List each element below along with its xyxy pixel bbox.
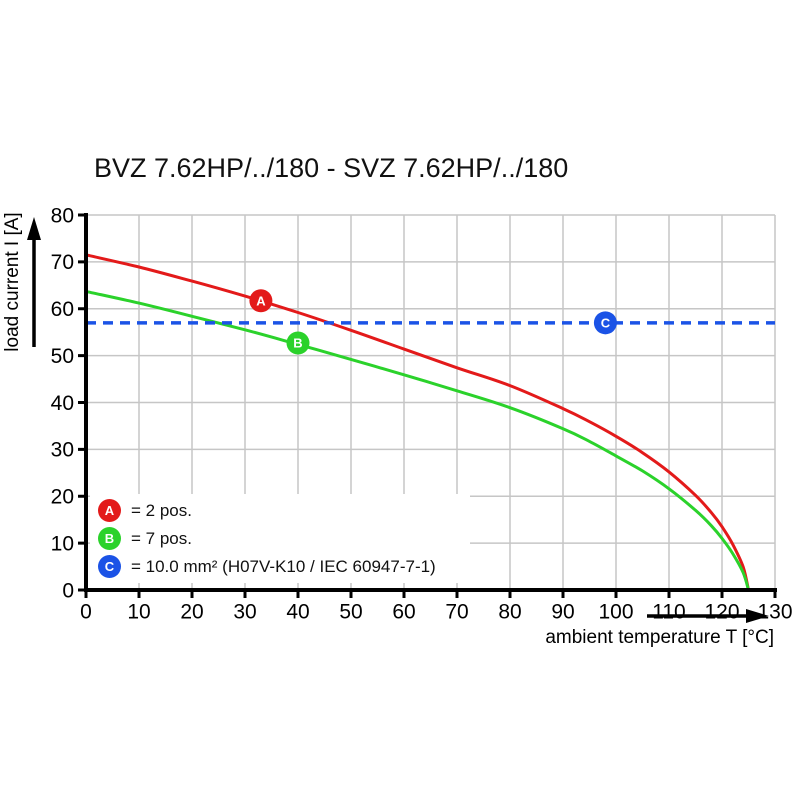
legend-dot-B: B [98, 527, 121, 550]
curve-B [85, 289, 750, 591]
x-tick-label: 20 [180, 600, 203, 623]
legend-label-A: = 2 pos. [131, 500, 192, 520]
x-tick-label: 130 [757, 600, 792, 623]
marker-letter-B: B [293, 336, 302, 351]
y-tick-label: 0 [62, 579, 74, 602]
curve-A [85, 253, 750, 591]
x-tick-label: 60 [392, 600, 415, 623]
marker-B: B [286, 331, 310, 355]
x-tick-label: 40 [286, 600, 309, 623]
marker-circle-A [249, 289, 273, 313]
y-tick-label: 50 [51, 345, 74, 368]
y-tick-label: 60 [51, 298, 74, 321]
legend-item-C: C = 10.0 mm² (H07V-K10 / IEC 60947-7-1) [98, 555, 470, 578]
marker-letter-C: C [601, 315, 611, 330]
marker-A: A [249, 289, 273, 313]
legend-item-A: A = 2 pos. [98, 499, 470, 522]
marker-circle-B [286, 331, 310, 355]
x-tick-label: 110 [652, 600, 685, 623]
axes [78, 213, 777, 598]
x-axis-label: ambient temperature T [°C] [545, 627, 774, 648]
y-tick-label: 40 [51, 392, 74, 415]
marker-C: C [593, 311, 617, 335]
y-tick-label: 30 [51, 439, 74, 462]
x-tick-label: 0 [80, 600, 92, 623]
x-tick-label: 10 [127, 600, 150, 623]
x-tick-label: 90 [551, 600, 574, 623]
y-axis-arrow-icon [27, 217, 41, 347]
marker-letter-A: A [256, 293, 266, 308]
legend-dot-C: C [98, 555, 121, 578]
legend-label-C: = 10.0 mm² (H07V-K10 / IEC 60947-7-1) [131, 556, 436, 576]
legend-item-B: B = 7 pos. [98, 527, 470, 550]
x-tick-label: 70 [445, 600, 468, 623]
y-tick-label: 20 [51, 486, 74, 509]
y-axis-label: load current I [A] [2, 212, 23, 351]
chart-legend: A = 2 pos. B = 7 pos. C = 10.0 mm² (H07V-K10 … [90, 494, 470, 583]
legend-label-B: = 7 pos. [131, 528, 192, 548]
marker-circle-C [593, 311, 617, 335]
chart-title: BVZ 7.62HP/../180 - SVZ 7.62HP/../180 [94, 153, 569, 183]
x-axis-arrow-icon [647, 609, 769, 623]
y-tick-label: 80 [51, 204, 74, 227]
y-tick-label: 70 [51, 251, 74, 274]
data-curves [85, 253, 775, 591]
tick-labels: 0 10 20 30 40 50 60 70 80 90 100 110 120 130 0 10 20 30 40… [51, 204, 793, 623]
curve-markers: A B C [249, 289, 617, 355]
x-tick-label: 80 [498, 600, 521, 623]
x-tick-label: 30 [233, 600, 256, 623]
legend-dot-A: A [98, 499, 121, 522]
x-tick-label: 50 [339, 600, 362, 623]
x-tick-label: 100 [598, 600, 633, 623]
x-tick-label: 120 [704, 600, 739, 623]
y-tick-label: 10 [51, 532, 74, 555]
